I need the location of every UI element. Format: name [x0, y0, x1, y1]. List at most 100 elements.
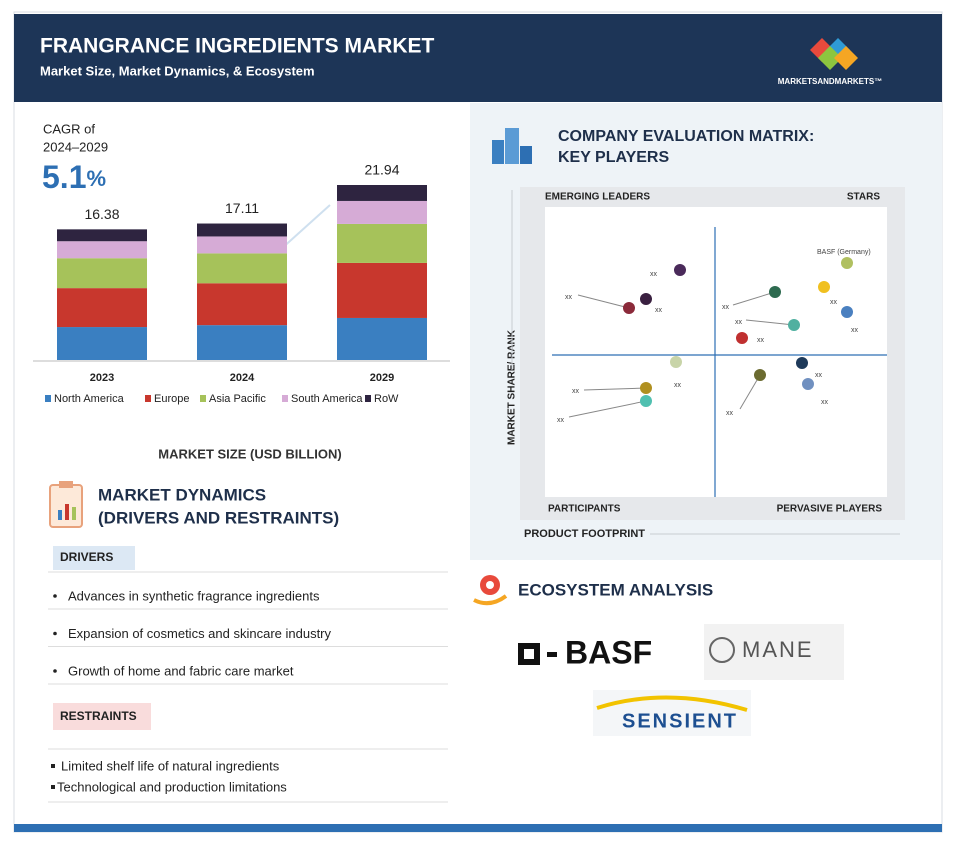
bullet — [51, 764, 55, 768]
legend-label: Europe — [154, 393, 189, 405]
bar-segment — [337, 262, 427, 318]
y-axis-label: MARKET SHARE/ RANK — [507, 329, 518, 445]
basf-dash — [547, 652, 557, 657]
legend-label: North America — [54, 393, 125, 405]
driver-item: Advances in synthetic fragrance ingredie… — [68, 588, 320, 603]
company-dot — [818, 281, 830, 293]
company-dot — [640, 382, 652, 394]
logo-text: MARKETSANDMARKETS™ — [778, 77, 882, 86]
company-label: xx — [722, 304, 730, 311]
matrix-title: KEY PLAYERS — [558, 149, 669, 166]
legend-swatch — [45, 395, 51, 402]
quadrant-label: PERVASIVE PLAYERS — [777, 504, 883, 515]
company-label: xx — [674, 382, 682, 389]
company-label: xx — [735, 319, 743, 326]
total-label: 21.94 — [364, 162, 399, 178]
chart-xlabel: MARKET SIZE (USD BILLION) — [158, 446, 341, 461]
company-label: xx — [757, 337, 765, 344]
logo-sensient: SENSIENT — [622, 710, 738, 732]
x-tick-label: 2023 — [90, 372, 114, 384]
company-dot — [640, 293, 652, 305]
bar-segment — [337, 200, 427, 224]
leader-line — [577, 294, 630, 309]
company-label: xx — [572, 388, 580, 395]
bar-segment — [197, 283, 287, 326]
bullet — [51, 785, 55, 789]
bar-segment — [337, 223, 427, 263]
company-label: xx — [655, 307, 663, 314]
bullet — [53, 631, 57, 636]
bar-segment — [337, 185, 427, 201]
legend-swatch — [145, 395, 151, 402]
company-label: BASF (Germany) — [817, 249, 871, 256]
x-tick-label: 2029 — [370, 372, 394, 384]
mane-box — [704, 624, 844, 680]
logo-basf: BASF — [565, 634, 652, 670]
leader-line — [732, 291, 776, 306]
driver-item: Expansion of cosmetics and skincare indu… — [68, 626, 332, 641]
x-axis-label: PRODUCT FOOTPRINT — [524, 528, 645, 540]
cagr-label: 2024–2029 — [43, 139, 108, 154]
legend-swatch — [200, 395, 206, 402]
matrix-points: xx xx xx xx xx BASF (Germany) xx xx xx xx xx xx xx xx… — [557, 249, 871, 424]
company-dot — [788, 319, 800, 331]
quadrant-label: PARTICIPANTS — [548, 504, 621, 515]
dynamics-lists: Advances in synthetic fragrance ingredie… — [48, 571, 448, 803]
company-dot — [769, 286, 781, 298]
drivers-tag — [53, 546, 135, 570]
company-label: xx — [821, 399, 829, 406]
legend-label: RoW — [374, 393, 399, 405]
driver-item: Growth of home and fabric care market — [68, 663, 294, 678]
basf-square — [524, 649, 534, 659]
x-tick-label: 2024 — [230, 372, 255, 384]
company-dot — [841, 257, 853, 269]
total-label: 16.38 — [84, 206, 119, 222]
restraints-tag — [53, 703, 151, 730]
dynamics-title: (DRIVERS AND RESTRAINTS) — [98, 508, 339, 527]
company-dot — [736, 332, 748, 344]
bar-segment — [197, 236, 287, 254]
legend-swatch — [282, 395, 288, 402]
ecosystem-icon — [473, 575, 508, 606]
quadrant-label: EMERGING LEADERS — [545, 192, 650, 203]
bar-segment — [197, 223, 287, 237]
ecosystem-title: ECOSYSTEM ANALYSIS — [518, 580, 713, 599]
mane-emblem — [709, 637, 735, 663]
growth-arrow — [279, 204, 331, 251]
cagr-label: CAGR of — [43, 121, 95, 136]
leader-line — [568, 400, 647, 418]
company-dot — [754, 369, 766, 381]
legend-label: Asia Pacific — [209, 393, 266, 405]
bar-segment — [57, 241, 147, 259]
matrix-icon — [492, 128, 532, 164]
legend-swatch — [365, 395, 371, 402]
total-label: 17.11 — [225, 200, 259, 216]
company-dot — [802, 378, 814, 390]
cagr-value: 5.1% — [42, 159, 106, 195]
leader-line — [739, 374, 761, 410]
bar-segment — [337, 317, 427, 360]
company-label: xx — [565, 294, 573, 301]
leader-line — [745, 319, 795, 326]
bar-chart: 16.38 2023 17.11 2024 21.94 2029 North America… — [33, 162, 450, 405]
cagr-unit: % — [86, 166, 106, 191]
company-label: xx — [650, 271, 658, 278]
company-dot — [841, 306, 853, 318]
matrix-title: COMPANY EVALUATION MATRIX: — [558, 128, 814, 145]
bar-segment — [57, 288, 147, 328]
restraint-item: Technological and production limitations — [57, 779, 287, 794]
company-label: xx — [726, 410, 734, 417]
footer-band — [14, 824, 942, 832]
company-label: xx — [557, 417, 565, 424]
bar-segment — [197, 325, 287, 360]
restraints-label: RESTRAINTS — [60, 709, 137, 723]
logo-icon — [810, 38, 858, 70]
company-dot — [674, 264, 686, 276]
bar-segment — [197, 253, 287, 284]
matrix-area — [545, 207, 887, 497]
header-subtitle: Market Size, Market Dynamics, & Ecosyste… — [40, 63, 315, 78]
cagr-number: 5.1 — [42, 159, 86, 195]
bar-segment — [57, 327, 147, 360]
sensient-swoosh — [596, 695, 748, 712]
